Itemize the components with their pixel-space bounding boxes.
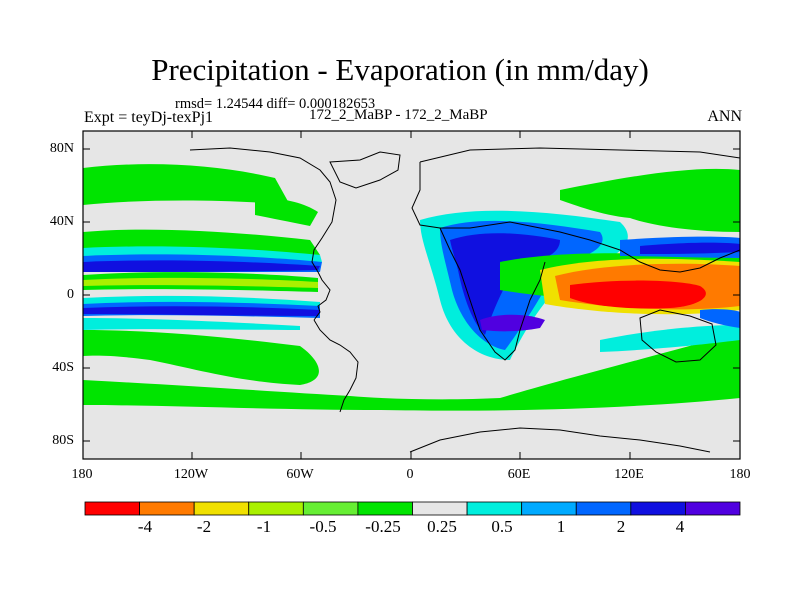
colorbar-label-neg4: -4 [137,517,153,536]
colorbar-swatch-1 [139,501,195,516]
colorbar-label-4: 4 [675,517,685,536]
colorbar-label-2: 2 [616,517,626,536]
colorbar-swatch-8 [521,501,577,516]
lat-label-80n: 80N [49,141,74,156]
field-cyan-south-pacific [600,325,740,352]
field-darkblue-spcz [83,306,320,316]
field-darkblue-east-pacific [640,242,740,254]
colorbar-label-neg1: -1 [256,517,272,536]
colorbar-label-neg0-5: -0.5 [309,517,337,536]
colorbar-swatch-5 [357,501,413,516]
lat-label-40n: 40N [49,214,74,229]
field-red-tongue [570,280,706,309]
colorbar-label-neg0-25: -0.25 [365,517,401,536]
coast-australia [639,309,717,363]
stats-line: rmsd= 1.24544 diff= 0.000182653 [175,96,376,112]
field-blue-east-south [700,309,740,328]
coast-north-america [189,147,337,321]
colorbar-swatch-10 [630,501,686,516]
field-lime-eq-left [83,277,318,288]
field-darkblue-itcz [83,260,320,272]
lat-label-80s: 80S [52,433,74,448]
colorbar-swatch-9 [575,501,632,516]
colorbar-swatch-0 [84,501,140,516]
field-cyan-south-left [83,318,300,330]
colorbar-swatch-6 [412,501,468,516]
plot-title: Precipitation - Evaporation (in mm/day) [151,52,649,87]
lon-label-180w: 180 [71,467,93,482]
colorbar-label-0-25: 0.25 [427,517,457,536]
colorbar-swatch-2 [193,501,250,516]
field-green-north-pacific [83,164,290,205]
field-green-southern-ocean [83,332,740,411]
coast-greenland [329,151,401,189]
run-compare-label: 172_2_MaBP - 172_2_MaBP [309,107,488,123]
coast-antarctica [409,427,711,453]
lon-label-180e: 180 [729,467,751,482]
colorbar-label-1: 1 [556,517,566,536]
lon-label-120w: 120W [173,467,209,482]
colorbar-label-neg2: -2 [196,517,212,536]
colorbar-label-0-5: 0.5 [491,517,513,536]
colorbar [84,501,741,516]
colorbar-swatch-3 [248,501,304,516]
experiment-label: Expt = teyDj-texPj1 [84,109,214,126]
lon-label-0: 0 [406,467,414,482]
precip-evap-field [83,131,740,459]
colorbar-swatch-7 [466,501,523,516]
lat-label-0: 0 [67,287,74,302]
lon-label-60e: 60E [507,467,531,482]
coastlines [189,147,740,453]
colorbar-swatch-11 [685,501,741,516]
field-purple-indian [480,314,545,332]
lon-label-60w: 60W [286,467,314,482]
field-green-south-left [83,330,319,385]
lat-label-40s: 40S [52,360,74,375]
season-label: ANN [707,108,742,125]
lon-label-120e: 120E [614,467,644,482]
field-green-north-pacific-east [560,168,740,232]
colorbar-swatch-4 [302,501,359,516]
coast-africa [439,227,546,361]
coast-south-america [313,319,359,413]
coast-eurasia [411,147,740,273]
axis-ticks [82,131,741,459]
field-green-north-atlantic [255,198,318,226]
